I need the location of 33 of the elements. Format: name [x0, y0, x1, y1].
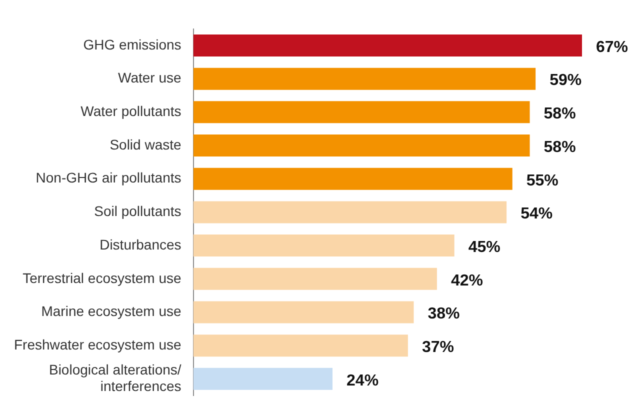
data-label: 38% [428, 306, 460, 323]
bar [193, 168, 512, 190]
y-tick-label: Marine ecosystem use [41, 303, 182, 320]
bar [193, 301, 414, 324]
data-label: 67% [596, 38, 628, 56]
y-tick-label: Solid waste [110, 136, 182, 152]
y-tick-label: Non-GHG air pollutants [36, 170, 182, 186]
data-label: 58% [544, 106, 576, 123]
data-label: 58% [544, 138, 576, 156]
bar [193, 234, 454, 257]
data-label: 59% [550, 72, 582, 90]
y-tick-label: Water pollutants [80, 103, 182, 120]
y-tick-label: Soil pollutants [94, 203, 182, 220]
data-label: 37% [422, 338, 454, 356]
bar [193, 268, 437, 290]
y-tick-label: Water use [118, 70, 182, 86]
bar [193, 368, 333, 390]
bar [193, 201, 507, 224]
data-label: 24% [346, 372, 379, 390]
y-tick-label: Biological alterations/ interferences [48, 361, 182, 394]
y-tick-label: Freshwater ecosystem use [14, 336, 182, 352]
data-label: 55% [526, 172, 558, 190]
bar [193, 34, 582, 56]
bar [193, 334, 408, 357]
y-tick-label: GHG emissions [83, 36, 182, 52]
data-label: 54% [520, 206, 553, 223]
bar [193, 134, 530, 157]
y-tick-label: Disturbances [100, 236, 182, 252]
data-label: 45% [468, 238, 500, 256]
bar [193, 101, 530, 124]
y-tick-label: Terrestrial ecosystem use [22, 270, 182, 286]
bar [193, 68, 536, 90]
data-label: 42% [450, 272, 483, 290]
